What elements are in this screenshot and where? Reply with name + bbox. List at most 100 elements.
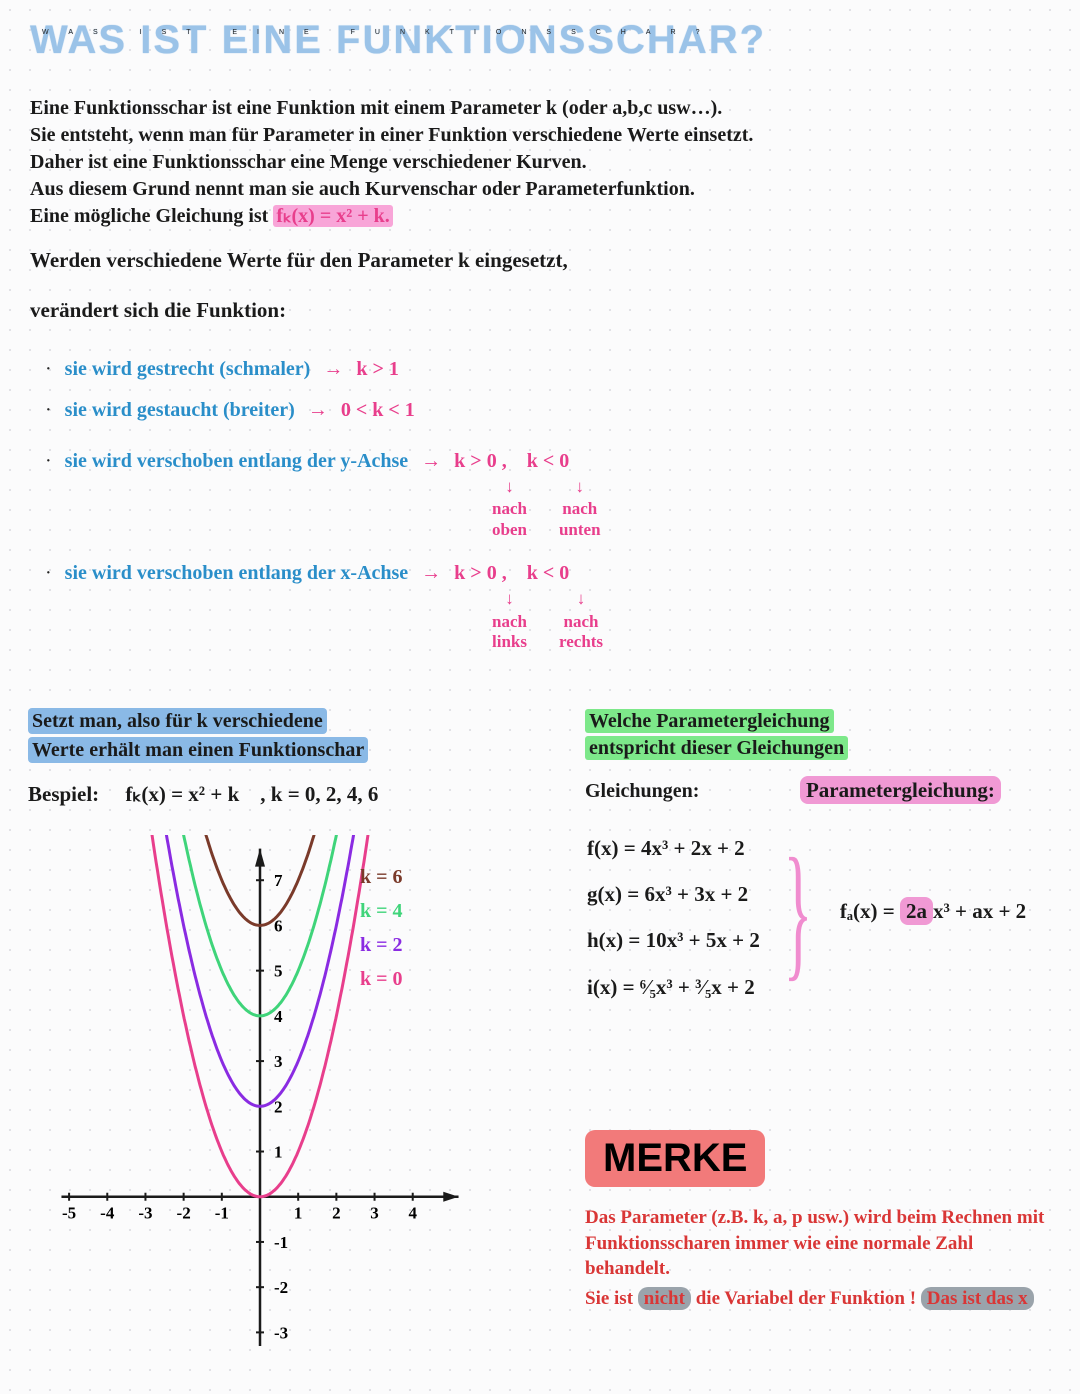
bullet-list: · sie wird gestrecht (schmaler) → k > 1 … [45,340,620,654]
text: Das Parameter (z.B. k, a, p usw.) wird b… [585,1205,1055,1282]
col-header: Parametergleichung: [800,776,1001,804]
condition: k > 1 [356,358,399,380]
equation: i(x) = ⁶⁄₅x³ + ³⁄₅x + 2 [587,964,760,1010]
intro-text: Eine Funktionsschar ist eine Funktion mi… [30,95,753,230]
heading: Welche Parametergleichung [585,709,834,733]
svg-text:-3: -3 [138,1204,152,1223]
equation-table: f(x) = 4x³ + 2x + 2 g(x) = 6x³ + 3x + 2 … [585,811,1028,1012]
subheading: verändert sich die Funktion: [30,298,286,323]
title-subtext: WAS IST EINE FUNKTIONSSCHAR? [42,29,766,36]
t-hl: Das ist das x [921,1287,1034,1310]
merke-text: Das Parameter (z.B. k, a, p usw.) wird b… [585,1205,1055,1312]
text: Eine mögliche Gleichung ist [30,205,273,227]
arrow-icon: → [421,562,441,584]
svg-text:-2: -2 [274,1278,288,1297]
down-arrow-icon: ↓ [477,477,542,497]
subheading: Werden verschiedene Werte für den Parame… [30,248,568,273]
text: Sie ist nicht die Variabel der Funktion … [585,1286,1055,1312]
sub-label: nach rechts [544,612,618,653]
condition: 0 < k < 1 [341,399,415,421]
equation: g(x) = 6x³ + 3x + 2 [587,871,760,917]
sub-arrow-table: ↓↓ nach obennach unten [475,475,618,542]
heading: entspricht dieser Gleichungen [585,736,848,760]
equation-headers: Gleichungen: Parametergleichung: [585,778,1055,803]
right-section: Welche Parametergleichung entspricht die… [585,710,1055,1012]
bullet: · sie wird gestrecht (schmaler) → k > 1 [45,358,620,381]
arrow-icon: → [308,399,328,421]
label: Bespiel: [28,782,99,806]
svg-text:7: 7 [274,871,283,890]
chart-legend: k = 6k = 4k = 2k = 0 [360,860,403,996]
page-title: WAS IST EINE FUNKTIONSSCHAR? WAS IST EIN… [30,18,766,36]
heading: Werte erhält man einen Funktionschar [28,737,368,763]
formula: fₖ(x) = x² + k. [273,205,392,227]
svg-text:3: 3 [274,1052,283,1071]
sub-label: nach unten [544,499,616,540]
down-arrow-icon: ↓ [477,589,542,609]
svg-text:1: 1 [274,1143,283,1162]
svg-text:-1: -1 [215,1204,229,1223]
example: Bespiel: fₖ(x) = x² + k , k = 0, 2, 4, 6 [28,782,548,807]
t-hl: nicht [638,1287,691,1310]
svg-text:-3: -3 [274,1323,288,1342]
separator: , [502,450,522,472]
bullet-dot: · [45,450,52,472]
intro-line: Eine mögliche Gleichung ist fₖ(x) = x² +… [30,203,753,230]
bullet-dot: · [45,562,52,584]
svg-text:2: 2 [332,1204,341,1223]
brace-icon: } [783,889,812,934]
sub-label: nach oben [477,499,542,540]
t: Sie ist [585,1288,638,1309]
svg-text:4: 4 [408,1204,417,1223]
bullet: · sie wird verschoben entlang der x-Achs… [45,562,620,654]
arrow-icon: → [323,358,343,380]
sub-label: nach links [477,612,542,653]
parabola-chart: -5-4-3-2-11234-3-2-11234567 [50,835,470,1355]
svg-text:3: 3 [370,1204,379,1223]
intro-line: Sie entsteht, wenn man für Parameter in … [30,122,753,149]
legend-item: k = 0 [360,962,403,996]
condition: k > 0 [454,562,497,584]
legend-item: k = 6 [360,860,403,894]
bullet-text: sie wird gestaucht (breiter) [65,399,295,421]
merke-title: MERKE [585,1130,765,1187]
down-arrow-icon: ↓ [544,477,616,497]
svg-text:-1: -1 [274,1233,288,1252]
merke-box: MERKE Das Parameter (z.B. k, a, p usw.) … [585,1130,1055,1312]
left-section: Setzt man, also für k verschiedene Werte… [28,710,548,807]
equation: f(x) = 4x³ + 2x + 2 [587,825,760,871]
bullet: · sie wird verschoben entlang der y-Achs… [45,450,620,542]
svg-text:-4: -4 [100,1204,115,1223]
bullet-dot: · [45,399,52,421]
intro-line: Daher ist eine Funktionsschar eine Menge… [30,149,753,176]
down-arrow-icon: ↓ [544,589,618,609]
t: die Variabel der Funktion ! [691,1288,921,1309]
equation-list: f(x) = 4x³ + 2x + 2 g(x) = 6x³ + 3x + 2 … [587,825,760,1010]
col-header: Gleichungen: [585,780,699,802]
svg-text:-5: -5 [62,1204,76,1223]
param-eq: fₐ(x) = [840,899,900,923]
bullet-text: sie wird verschoben entlang der x-Achse [65,562,409,584]
formula: fₖ(x) = x² + k [125,782,239,806]
legend-item: k = 2 [360,928,403,962]
svg-text:5: 5 [274,962,283,981]
separator: , [502,562,522,584]
intro-line: Aus diesem Grund nennt man sie auch Kurv… [30,176,753,203]
condition: k < 0 [527,450,570,472]
heading: Setzt man, also für k verschiedene [28,708,327,734]
param-eq-hl: 2a [900,897,933,925]
bullet-text: sie wird gestrecht (schmaler) [65,358,311,380]
svg-text:-2: -2 [177,1204,191,1223]
bullet: · sie wird gestaucht (breiter) → 0 < k <… [45,399,620,422]
condition: k < 0 [527,562,570,584]
sub-arrow-table: ↓↓ nach linksnach rechts [475,587,620,654]
title-text: WAS IST EINE FUNKTIONSSCHAR? [30,18,766,62]
bullet-dot: · [45,358,52,380]
bullet-text: sie wird verschoben entlang der y-Achse [65,450,409,472]
svg-text:1: 1 [294,1204,303,1223]
legend-item: k = 4 [360,894,403,928]
k-values: , k = 0, 2, 4, 6 [260,782,378,806]
param-eq: x³ + ax + 2 [933,899,1026,923]
intro-line: Eine Funktionsschar ist eine Funktion mi… [30,95,753,122]
arrow-icon: → [421,450,441,472]
